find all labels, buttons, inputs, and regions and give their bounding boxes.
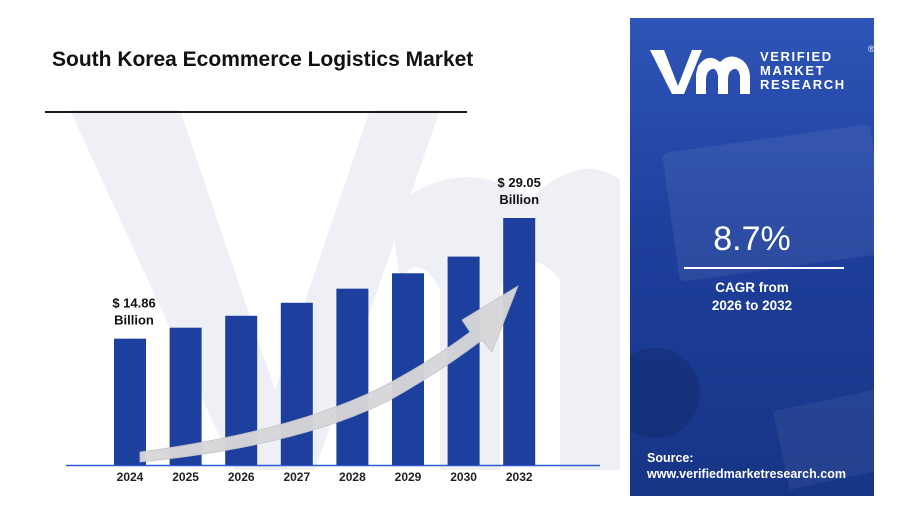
cagr-divider bbox=[684, 267, 844, 269]
data-label-value-2032: $ 29.05 bbox=[498, 175, 541, 190]
watermark-logo bbox=[70, 110, 620, 470]
x-tick-label-2029: 2029 bbox=[395, 470, 422, 484]
x-tick-label-2032: 2032 bbox=[506, 470, 533, 484]
background-photo-clock bbox=[630, 348, 700, 438]
chart-panel: South Korea Ecommerce Logistics Market 2… bbox=[45, 48, 620, 484]
source-url[interactable]: www.verifiedmarketresearch.com bbox=[647, 467, 846, 481]
brand-line-2: MARKET bbox=[760, 63, 826, 78]
bar-2025 bbox=[169, 327, 202, 465]
title-underline bbox=[45, 111, 467, 113]
brand-line-3: RESEARCH bbox=[760, 77, 846, 92]
x-tick-label-2025: 2025 bbox=[172, 470, 199, 484]
chart-title: South Korea Ecommerce Logistics Market bbox=[52, 48, 474, 71]
data-label-value-2024: $ 14.86 bbox=[112, 296, 155, 311]
trend-arrow bbox=[139, 285, 519, 463]
cagr-label-line-1: CAGR from bbox=[715, 280, 789, 295]
vmr-logo-icon bbox=[650, 50, 750, 94]
registered-mark: ® bbox=[868, 44, 874, 54]
bar-chart: 2024 2025 2026 2027 2028 2029 2030 2032 $ 14.86 B… bbox=[66, 175, 600, 484]
bar-2024 bbox=[114, 338, 146, 465]
cagr-value: 8.7% bbox=[713, 220, 791, 258]
source-block: Source: www.verifiedmarketresearch.com bbox=[647, 450, 846, 482]
info-panel: VERIFIED MARKET RESEARCH ® 8.7% CAGR fro… bbox=[630, 18, 874, 496]
data-label-unit-2032: Billion bbox=[499, 192, 539, 207]
cagr-label: CAGR from 2026 to 2032 bbox=[630, 279, 874, 315]
x-tick-label-2030: 2030 bbox=[450, 470, 477, 484]
source-label: Source: bbox=[647, 451, 694, 465]
vmr-logo-wordmark: VERIFIED MARKET RESEARCH bbox=[760, 50, 846, 92]
data-label-unit-2024: Billion bbox=[114, 313, 154, 328]
vmr-logo: VERIFIED MARKET RESEARCH ® bbox=[648, 44, 874, 104]
x-tick-label-2026: 2026 bbox=[228, 470, 255, 484]
x-tick-label-2027: 2027 bbox=[283, 470, 310, 484]
x-tick-label-2024: 2024 bbox=[117, 470, 144, 484]
bar-2027 bbox=[280, 302, 313, 465]
brand-line-1: VERIFIED bbox=[760, 49, 833, 64]
bar-2032 bbox=[503, 218, 536, 465]
cagr-label-line-2: 2026 to 2032 bbox=[711, 298, 793, 313]
bar-2028 bbox=[336, 288, 369, 465]
x-tick-label-2028: 2028 bbox=[339, 470, 366, 484]
